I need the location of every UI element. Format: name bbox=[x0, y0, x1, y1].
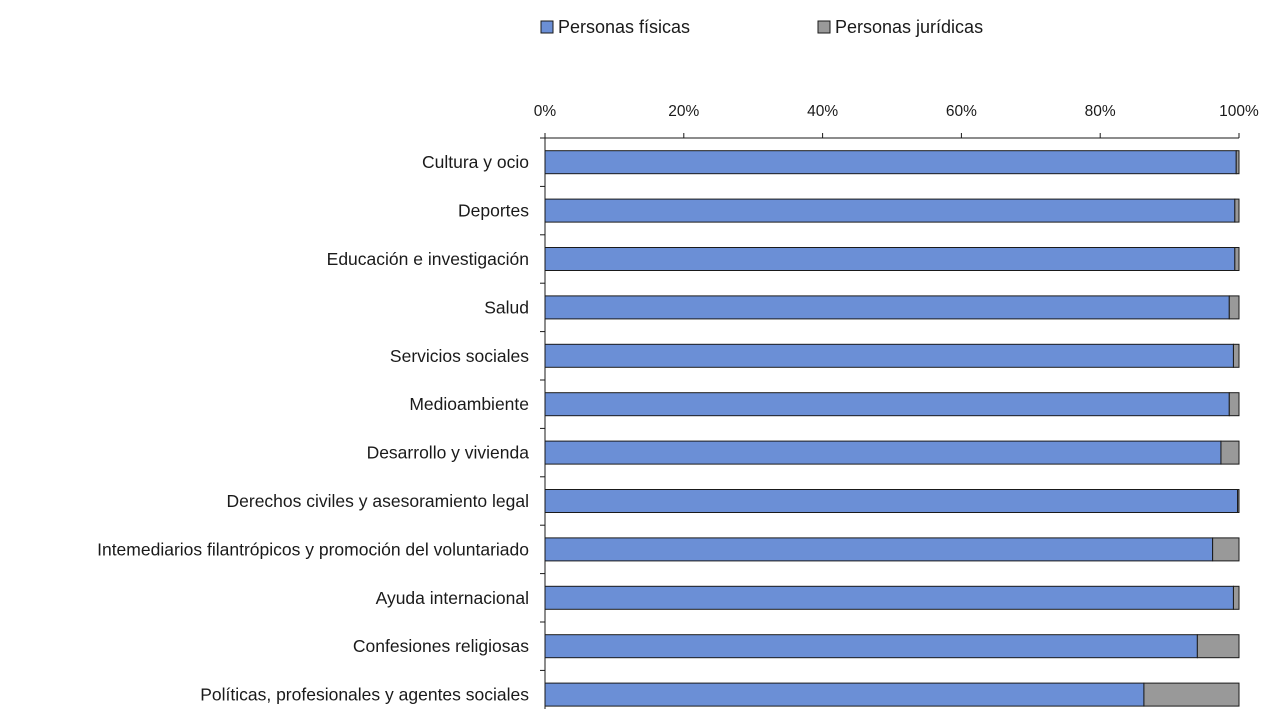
category-label: Educación e investigación bbox=[327, 249, 529, 269]
bar-segment-personas-juridicas bbox=[1232, 585, 1240, 610]
legend-label-personas-juridicas: Personas jurídicas bbox=[835, 17, 983, 37]
bar-segment-personas-juridicas bbox=[1237, 489, 1240, 513]
bar-segment-personas-fisicas bbox=[544, 392, 1230, 417]
category-label: Derechos civiles y asesoramiento legal bbox=[227, 491, 530, 511]
bar-segment-personas-juridicas bbox=[1234, 198, 1240, 223]
bar-segment-personas-fisicas bbox=[544, 537, 1214, 562]
bar-segment-personas-juridicas bbox=[1143, 682, 1240, 707]
bar-segment-personas-fisicas bbox=[544, 682, 1145, 707]
bar-segment-personas-juridicas bbox=[1228, 295, 1240, 320]
bar-segment-personas-juridicas bbox=[1220, 440, 1240, 465]
bar-segment-personas-fisicas bbox=[544, 247, 1236, 271]
bar-segment-personas-fisicas bbox=[544, 634, 1198, 659]
category-label: Medioambiente bbox=[409, 394, 529, 414]
category-label: Deportes bbox=[458, 201, 529, 221]
bar-segment-personas-juridicas bbox=[1196, 634, 1240, 659]
bar-segment-personas-fisicas bbox=[544, 440, 1222, 465]
category-label: Cultura y ocio bbox=[422, 152, 529, 172]
category-label: Confesiones religiosas bbox=[353, 636, 529, 656]
category-label: Servicios sociales bbox=[390, 346, 529, 366]
bar-segment-personas-juridicas bbox=[1234, 247, 1240, 271]
x-axis: 0% 20% 40% 60% 80% 100% bbox=[534, 103, 1259, 709]
bar-segment-personas-juridicas bbox=[1232, 343, 1240, 368]
bar-segment-personas-juridicas bbox=[1235, 150, 1240, 175]
bar-segment-personas-fisicas bbox=[544, 489, 1239, 513]
category-label: Salud bbox=[484, 297, 529, 317]
category-label: Intemediarios filantrópicos y promoción … bbox=[97, 539, 529, 559]
legend-swatch-personas-fisicas bbox=[540, 20, 554, 34]
legend-swatch-personas-juridicas bbox=[817, 20, 831, 34]
x-tick-label: 20% bbox=[668, 103, 699, 120]
bar-segment-personas-fisicas bbox=[544, 295, 1230, 320]
bar-segment-personas-juridicas bbox=[1228, 392, 1240, 417]
legend-label-personas-fisicas: Personas físicas bbox=[558, 17, 690, 37]
bar-segment-personas-juridicas bbox=[1212, 537, 1240, 562]
x-tick-label: 60% bbox=[946, 103, 977, 120]
category-labels: Cultura y ocio Deportes Educación e invest… bbox=[97, 152, 529, 704]
x-tick-label: 80% bbox=[1085, 103, 1116, 120]
bar-segment-personas-fisicas bbox=[544, 585, 1234, 610]
x-tick-label: 100% bbox=[1219, 103, 1259, 120]
x-tick-label: 40% bbox=[807, 103, 838, 120]
category-label: Desarrollo y vivienda bbox=[367, 443, 530, 463]
bar-segment-personas-fisicas bbox=[544, 198, 1236, 223]
legend: Personas físicas Personas jurídicas bbox=[540, 17, 983, 37]
x-tick-label: 0% bbox=[534, 103, 557, 120]
bars bbox=[544, 150, 1240, 707]
bar-segment-personas-fisicas bbox=[544, 343, 1234, 368]
category-label: Ayuda internacional bbox=[376, 588, 529, 608]
category-label: Políticas, profesionales y agentes socia… bbox=[200, 685, 529, 705]
bar-segment-personas-fisicas bbox=[544, 150, 1237, 175]
